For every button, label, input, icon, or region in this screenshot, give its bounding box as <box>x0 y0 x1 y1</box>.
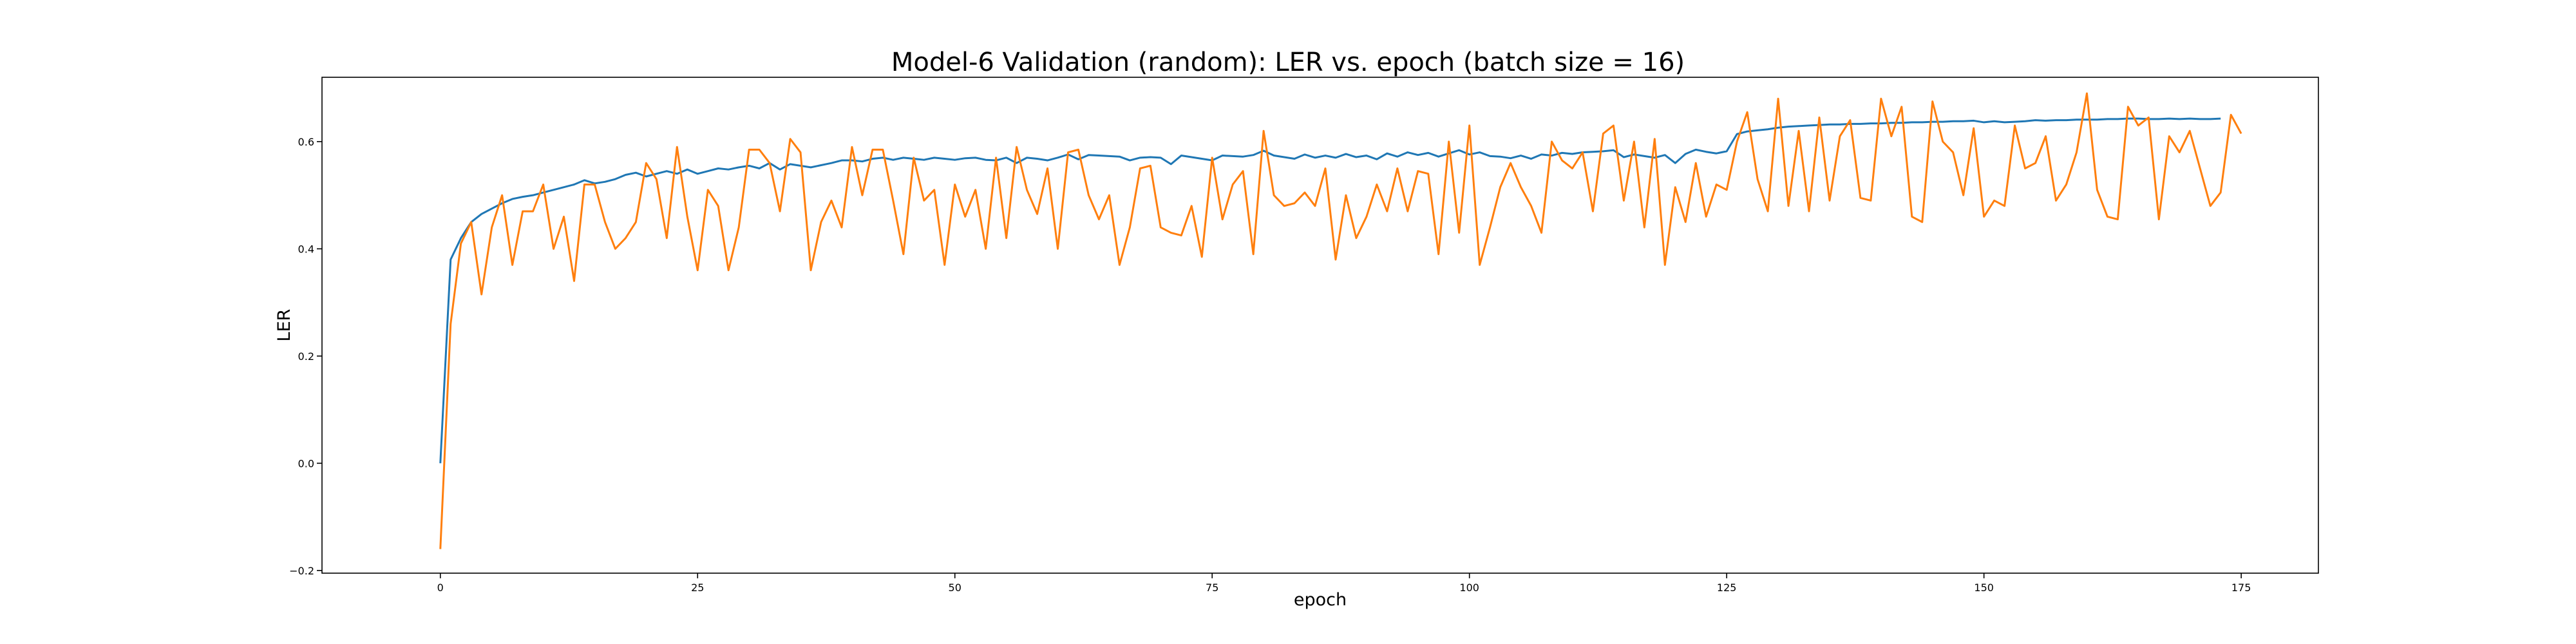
series-line-2 <box>439 92 2242 549</box>
x-tick-label: 25 <box>691 582 704 594</box>
plot-area-frame <box>321 77 2319 574</box>
y-axis-label: LER <box>274 309 294 342</box>
series-line-1 <box>439 117 2221 464</box>
x-axis-label: epoch <box>1294 590 1347 610</box>
x-tick-label: 50 <box>949 582 961 594</box>
y-tick-label: 0.2 <box>298 350 314 363</box>
y-tick-label: 0.4 <box>298 243 314 255</box>
x-tick-label: 75 <box>1206 582 1218 594</box>
y-tick-label: 0.6 <box>298 136 314 148</box>
y-tick-label: 0.0 <box>298 457 314 469</box>
chart-title: Model-6 Validation (random): LER vs. epo… <box>891 48 1685 77</box>
x-axis-ticks: 0 25 50 75 100 125 150 175 <box>437 573 2251 594</box>
plot-lines <box>439 92 2242 549</box>
x-tick-label: 0 <box>437 582 444 594</box>
x-tick-label: 125 <box>1717 582 1737 594</box>
x-tick-label: 150 <box>1974 582 1994 594</box>
x-tick-label: 100 <box>1459 582 1479 594</box>
y-tick-label: −0.2 <box>289 565 314 577</box>
x-tick-label: 175 <box>2231 582 2251 594</box>
y-axis-ticks: −0.2 0.0 0.2 0.4 0.6 <box>289 136 322 577</box>
